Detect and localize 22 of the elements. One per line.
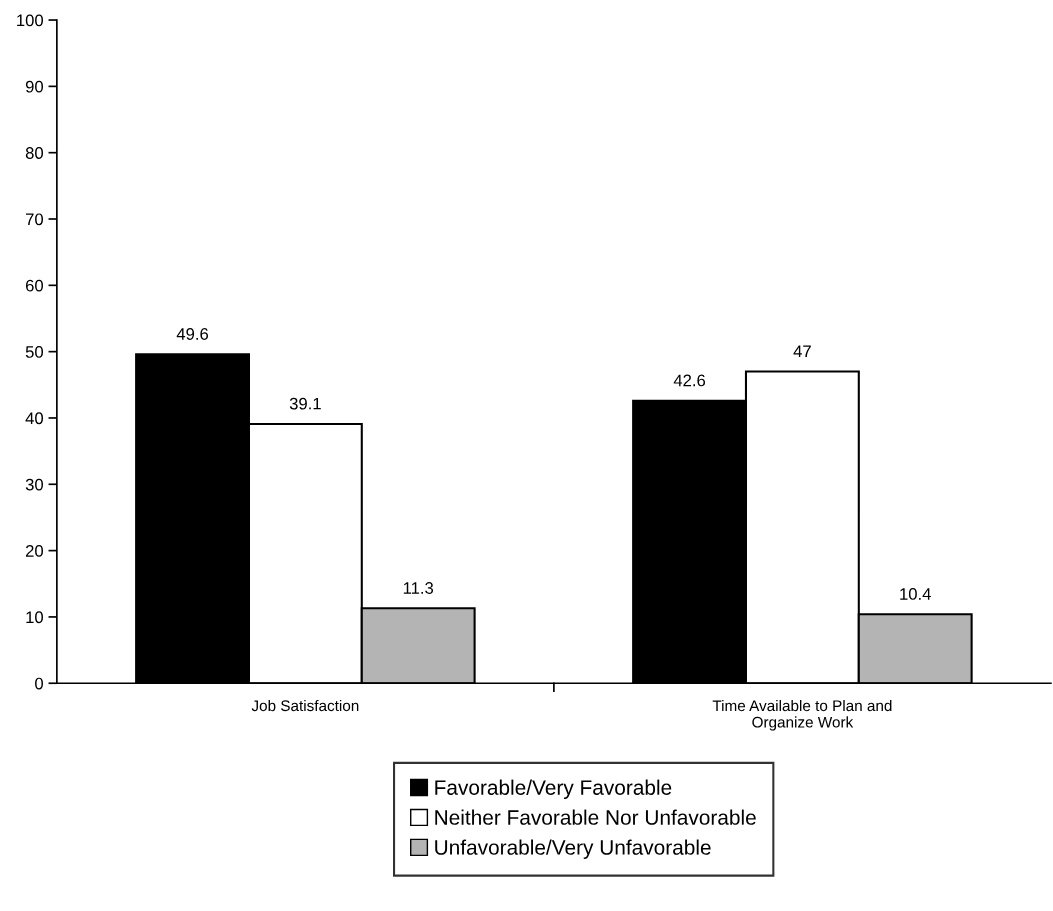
y-tick-label: 20 — [25, 545, 44, 557]
legend-label: Neither Favorable Nor Unfavorable — [435, 809, 756, 825]
data-label: 47 — [793, 345, 811, 357]
legend-label: Favorable/Very Favorable — [435, 779, 672, 800]
data-label: 10.4 — [900, 588, 931, 600]
y-tick-label: 50 — [25, 346, 44, 358]
y-tick-label: 40 — [25, 412, 44, 425]
x-tick-label: Time Available to Plan and Organize Work — [712, 699, 892, 731]
data-label: 39.1 — [289, 397, 321, 410]
y-tick-label: 100 — [17, 14, 44, 27]
y-tick-label: 30 — [25, 478, 44, 491]
y-tick-label: 70 — [25, 213, 44, 226]
legend-label: Unfavorable/Very Unfavorable — [435, 839, 711, 859]
y-tick-label: 0 — [35, 677, 44, 690]
y-tick-label: 10 — [26, 611, 44, 624]
y-tick-label: 90 — [25, 80, 44, 93]
data-label: 11.3 — [403, 582, 434, 594]
x-tick-label: Job Satisfaction — [251, 699, 359, 712]
data-label: 49.6 — [176, 328, 209, 340]
y-tick-label: 80 — [25, 147, 44, 159]
data-label: 42.6 — [673, 374, 706, 387]
y-tick-label: 60 — [25, 279, 44, 292]
